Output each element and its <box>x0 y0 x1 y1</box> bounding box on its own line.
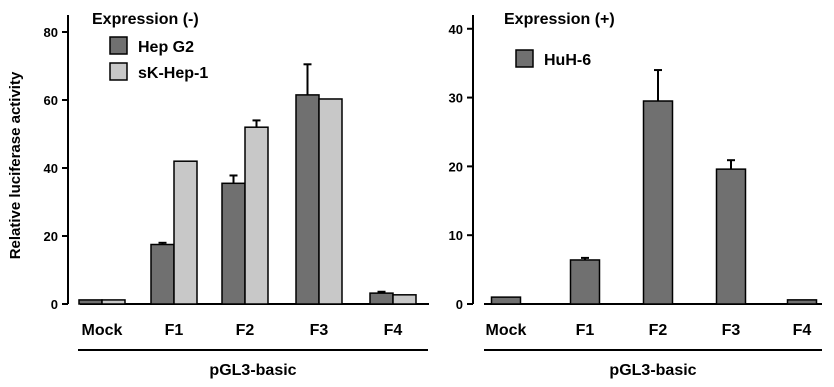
legend-label: Hep G2 <box>138 39 194 56</box>
y-tick-label: 20 <box>449 159 463 174</box>
legend-swatch <box>515 49 534 68</box>
bar <box>150 243 175 305</box>
chart-panel-1: 0 20 40 60 80 Relative luciferase activity Moc… <box>7 11 429 379</box>
y-tick-label: 40 <box>44 161 58 176</box>
x-tick-label: F1 <box>576 322 595 339</box>
x-tick-label: F3 <box>310 322 329 339</box>
bar <box>244 126 269 305</box>
y-tick-label: 80 <box>44 25 58 40</box>
legend-title: Expression (+) <box>504 11 615 28</box>
chart-panel-2: 0 10 20 30 40 Mock F1 F2 F3 F4 pGL3-basic Expressio… <box>449 11 822 379</box>
bar <box>786 299 818 305</box>
x-tick-label: F1 <box>165 322 184 339</box>
legend: Expression (-) Hep G2 sK-Hep-1 <box>92 11 208 82</box>
legend-label: sK-Hep-1 <box>138 65 208 82</box>
x-tick-label: F3 <box>722 322 741 339</box>
y-tick-label: 20 <box>44 229 58 244</box>
bar <box>392 294 417 305</box>
bar <box>642 100 674 305</box>
x-tick-label: F2 <box>649 322 668 339</box>
y-tick-label: 10 <box>449 228 463 243</box>
x-tick-label: F4 <box>384 322 403 339</box>
y-axis-label: Relative luciferase activity <box>7 71 24 259</box>
x-tick-label: Mock <box>82 322 123 339</box>
x-tick-label: Mock <box>486 322 527 339</box>
legend-title: Expression (-) <box>92 11 199 28</box>
y-tick-label: 0 <box>456 297 463 312</box>
bar <box>569 259 601 305</box>
y-tick-label: 30 <box>449 91 463 106</box>
bar <box>490 296 522 305</box>
y-tick-label: 40 <box>449 22 463 37</box>
bar <box>173 160 198 305</box>
bar <box>295 94 320 305</box>
legend-swatch <box>109 36 128 55</box>
bar <box>369 292 394 305</box>
x-tick-label: F2 <box>236 322 255 339</box>
bar <box>78 299 103 305</box>
legend-label: HuH-6 <box>544 52 591 69</box>
y-tick-label: 60 <box>44 93 58 108</box>
bar <box>318 98 343 305</box>
bar <box>221 182 246 305</box>
legend: Expression (+) HuH-6 <box>504 11 615 69</box>
y-tick-label: 0 <box>51 297 58 312</box>
legend-swatch <box>109 62 128 81</box>
bar <box>715 168 747 305</box>
bar <box>101 299 126 305</box>
x-axis-label: pGL3-basic <box>609 362 696 379</box>
x-axis-label: pGL3-basic <box>209 362 296 379</box>
x-tick-label: F4 <box>793 322 812 339</box>
